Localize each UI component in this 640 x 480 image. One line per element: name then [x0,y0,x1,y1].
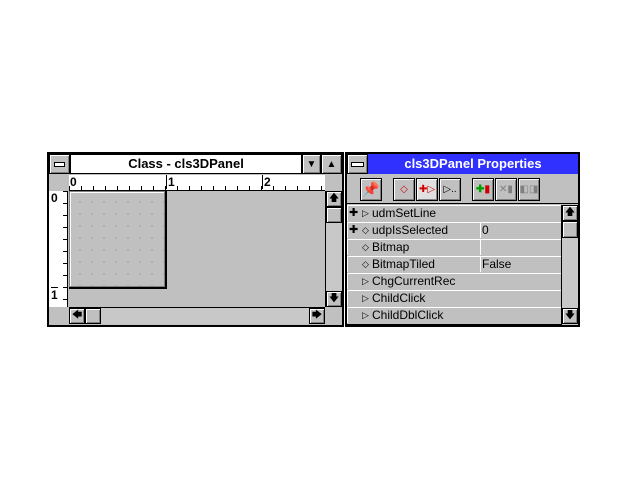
property-value-cell[interactable]: 0 [480,222,561,238]
property-row[interactable]: ▷ ChildDblClick [347,307,561,325]
expand-icon[interactable]: ✚ [349,224,359,236]
property-name-cell[interactable]: ▷ ChildDblClick [347,307,561,323]
property-row[interactable]: ◇ Bitmap [347,239,561,257]
property-value-cell[interactable]: False [480,256,561,272]
arrow-down-icon: 🡇 [328,292,340,304]
property-row[interactable]: ◇ BitmapTiled False [347,256,561,274]
more-icon: ▷.. [443,184,457,195]
property-name: Bitmap [372,240,410,254]
method-icon: ▷ [362,276,369,286]
minus-icon [54,161,65,167]
property-list: ✚ ▷ udmSetLine ✚ ◇ udpIsSelected 0 ◇ Bitm… [347,205,561,325]
property-row[interactable]: ✚ ◇ udpIsSelected 0 [347,222,561,240]
property-name-cell[interactable]: ✚ ▷ udmSetLine [347,205,561,221]
property-name: BitmapTiled [372,257,435,271]
property-row[interactable]: ▷ ChildClick [347,290,561,308]
pin-icon: 📌 [362,181,380,197]
arrow-right-icon: 🡆 [311,309,323,321]
ruler-label: 1 [51,287,58,302]
scroll-down-button[interactable]: 🡇 [326,291,342,307]
ruler-label: 2 [262,175,271,189]
insert-property-button[interactable]: ◇ [393,178,415,201]
vertical-scrollbar[interactable]: 🡅 🡇 [561,205,578,325]
method-icon: ▷ [362,293,369,303]
properties-window: cls3DPanel Properties 📌 ◇ ✚▷ ▷.. ✚▮ ✕▮ ◧… [345,152,580,327]
delete-icon: ✕▮ [499,184,513,195]
minus-icon [351,161,364,167]
ruler-ticks [63,191,67,307]
property-name: udmSetLine [372,206,437,220]
maximize-button[interactable]: ▲ [321,154,342,174]
property-value-cell[interactable] [480,239,561,255]
property-name: ChgCurrentRec [372,274,456,288]
scroll-down-button[interactable]: 🡇 [562,308,578,324]
arrow-left-icon: 🡄 [71,309,83,321]
pin-button[interactable]: 📌 [360,178,382,201]
property-name-cell[interactable]: ▷ ChildClick [347,290,561,306]
scroll-thumb[interactable] [326,207,342,223]
arrow-up-icon: 🡅 [564,206,576,218]
insert-method-button[interactable]: ✚▷ [416,178,438,201]
property-name-cell[interactable]: ◇ BitmapTiled [347,256,481,272]
class-window: Class - cls3DPanel ▼ ▲ 0 1 2 0 1 🡅 🡇 🡄 🡆 [47,152,344,327]
property-name: ChildClick [372,291,426,305]
property-icon: ◇ [362,242,369,252]
minimize-button[interactable]: ▼ [302,154,321,174]
add-button[interactable]: ✚▮ [472,178,494,201]
arrow-down-icon: 🡇 [564,309,576,321]
rename-button: ◧◨ [518,178,540,201]
insert-method-icon: ✚▷ [418,184,436,195]
window-title: Class - cls3DPanel [70,154,302,174]
property-name: ChildDblClick [372,308,444,322]
design-canvas[interactable] [69,191,325,307]
more-button[interactable]: ▷.. [439,178,461,201]
property-name-cell[interactable]: ◇ Bitmap [347,239,481,255]
ruler-ticks [69,186,325,190]
vertical-ruler: 0 1 [49,191,68,307]
system-menu-button[interactable] [49,154,70,174]
scroll-left-button[interactable]: 🡄 [69,308,85,324]
arrow-up-icon: 🡅 [328,192,340,204]
property-name-cell[interactable]: ✚ ◇ udpIsSelected [347,222,481,238]
horizontal-ruler: 0 1 2 [69,175,325,191]
method-icon: ▷ [362,208,369,218]
property-row[interactable]: ✚ ▷ udmSetLine [347,205,561,223]
triangle-down-icon: ▼ [306,158,317,170]
toolbar: 📌 ◇ ✚▷ ▷.. ✚▮ ✕▮ ◧◨ [347,174,578,204]
ruler-label: 1 [166,175,175,189]
scroll-up-button[interactable]: 🡅 [326,191,342,207]
scroll-thumb[interactable] [85,308,101,324]
scroll-up-button[interactable]: 🡅 [562,205,578,221]
scroll-thumb[interactable] [562,221,578,238]
panel-control[interactable] [69,191,165,287]
ruler-label: 0 [51,191,58,205]
rename-icon: ◧◨ [519,184,539,195]
property-icon: ◇ [362,259,369,269]
horizontal-scrollbar[interactable]: 🡄 🡆 [69,307,325,324]
triangle-up-icon: ▲ [326,158,337,170]
property-icon: ◇ [362,225,369,235]
scroll-right-button[interactable]: 🡆 [309,308,325,324]
property-name: udpIsSelected [372,223,449,237]
delete-button: ✕▮ [495,178,517,201]
panel-shadow [69,191,167,289]
add-icon: ✚▮ [476,184,490,195]
property-row[interactable]: ▷ ChgCurrentRec [347,273,561,291]
system-menu-button[interactable] [347,154,368,174]
expand-icon[interactable]: ✚ [349,207,359,219]
vertical-scrollbar[interactable]: 🡅 🡇 [325,191,342,307]
property-name-cell[interactable]: ▷ ChgCurrentRec [347,273,561,289]
ruler-label: 0 [70,175,77,189]
method-icon: ▷ [362,310,369,320]
insert-property-icon: ◇ [400,184,408,195]
window-title: cls3DPanel Properties [368,154,578,174]
